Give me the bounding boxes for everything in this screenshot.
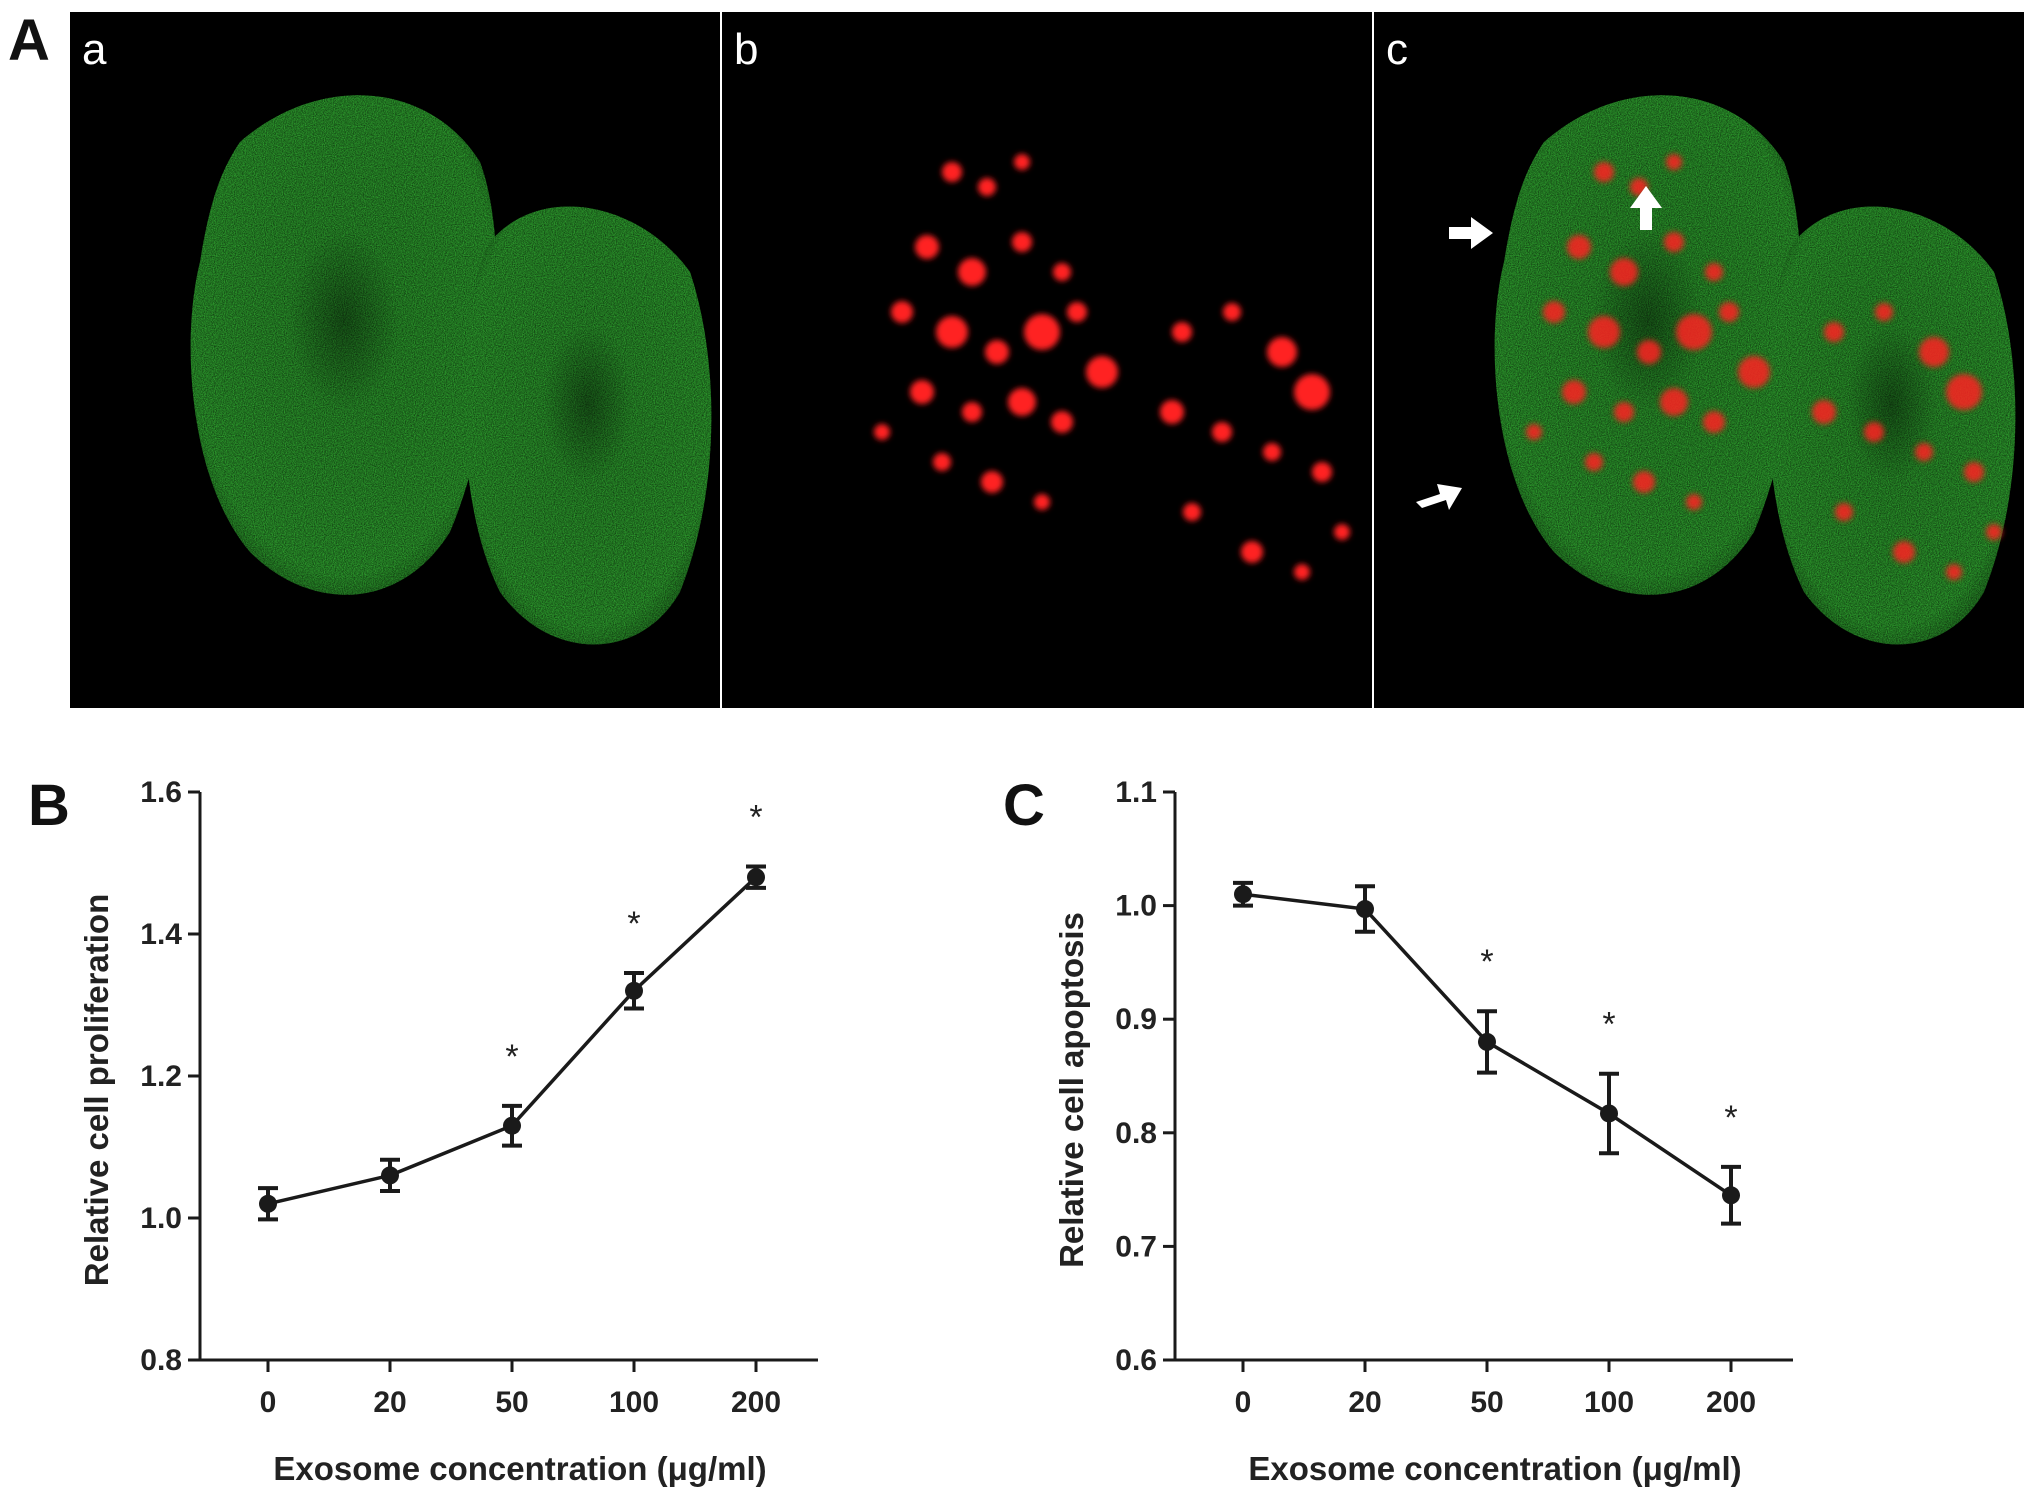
arrow-right-icon-lower [1416, 484, 1462, 510]
data-point [503, 1116, 521, 1135]
panel-label-b: B [28, 773, 70, 838]
x-tick-label: 20 [1348, 1386, 1381, 1419]
x-tick-label: 100 [609, 1386, 659, 1419]
micrograph-green: a [70, 12, 720, 708]
x-tick-label: 20 [373, 1386, 406, 1419]
x-tick-label: 50 [495, 1386, 528, 1419]
x-tick-label: 200 [731, 1386, 781, 1419]
x-axis-title: Exosome concentration (μg/ml) [1248, 1450, 1741, 1487]
data-point [1600, 1104, 1618, 1123]
significance-mark: * [1724, 1099, 1737, 1137]
y-tick-label: 1.1 [1115, 776, 1157, 809]
y-tick-label: 1.0 [140, 1202, 182, 1235]
y-axis-title: Relative cell apoptosis [1053, 912, 1090, 1268]
y-tick-label: 0.8 [140, 1344, 182, 1377]
x-tick-label: 0 [1235, 1386, 1252, 1419]
x-axis-title: Exosome concentration (μg/ml) [273, 1450, 766, 1487]
micrograph-panel: A a b c [8, 8, 2024, 708]
data-point [1234, 885, 1252, 904]
significance-mark: * [1602, 1006, 1615, 1044]
x-tick-label: 50 [1470, 1386, 1503, 1419]
y-tick-label: 0.8 [1115, 1117, 1157, 1150]
data-point [625, 981, 643, 1000]
chart-proliferation: B 0.8 1.0 1.2 1.4 1.6 0 20 50 100 200 * * * Exosome … [28, 773, 818, 1487]
x-tick-label: 100 [1584, 1386, 1634, 1419]
subpanel-label-b: b [734, 25, 758, 74]
y-tick-label: 1.4 [140, 918, 182, 951]
y-axis-title: Relative cell proliferation [78, 894, 115, 1286]
y-tick-label: 1.6 [140, 776, 182, 809]
micrograph-red: b [722, 12, 1372, 708]
data-point [747, 868, 765, 887]
y-tick-label: 1.2 [140, 1060, 182, 1093]
significance-mark: * [1480, 943, 1493, 981]
data-point [381, 1166, 399, 1185]
data-point [1356, 900, 1374, 919]
subpanel-label-c: c [1386, 25, 1408, 74]
y-tick-label: 0.6 [1115, 1344, 1157, 1377]
panel-label-c: C [1003, 773, 1045, 838]
micrograph-merge: c [1374, 12, 2024, 708]
significance-mark: * [505, 1038, 518, 1076]
arrow-icons [1416, 186, 1662, 510]
x-tick-label: 200 [1706, 1386, 1756, 1419]
data-point [259, 1194, 277, 1213]
panel-label-a-main: A [8, 8, 50, 73]
subpanel-label-a: a [82, 25, 107, 74]
data-point [1722, 1186, 1740, 1205]
significance-mark: * [749, 799, 762, 837]
data-point [1478, 1032, 1496, 1051]
chart-apoptosis: C 0.6 0.7 0.8 0.9 1.0 1.1 0 20 50 100 200 * * * Exoso… [1003, 773, 1793, 1487]
arrow-up-icon [1630, 186, 1662, 230]
y-tick-label: 0.7 [1115, 1230, 1157, 1263]
y-tick-label: 0.9 [1115, 1003, 1157, 1036]
significance-mark: * [627, 905, 640, 943]
x-tick-label: 0 [260, 1386, 277, 1419]
y-tick-label: 1.0 [1115, 890, 1157, 923]
arrow-right-icon [1449, 217, 1493, 249]
